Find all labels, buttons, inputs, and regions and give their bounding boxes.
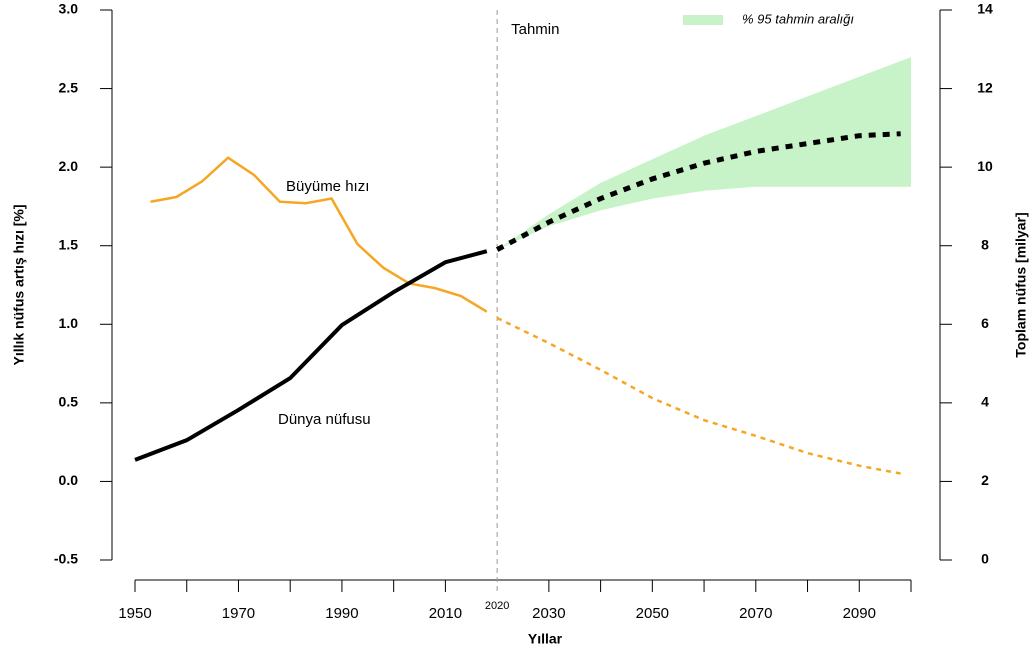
- y-tick-label: 3.0: [59, 1, 79, 17]
- y-tick-label: 1.0: [59, 315, 79, 331]
- series-line: [496, 316, 901, 475]
- forecast-label: Tahmin: [511, 21, 559, 38]
- y-tick-label: 2.5: [59, 79, 79, 95]
- annotation: Büyüme hızı: [286, 178, 369, 195]
- x-tick-label: 2070: [739, 605, 772, 622]
- y-tick-label: 2.0: [59, 158, 79, 174]
- y-tick-label: -0.5: [54, 551, 78, 567]
- y2-tick-label: 0: [981, 551, 989, 567]
- series-line: [495, 131, 901, 252]
- y-tick-label: 0.0: [59, 472, 79, 488]
- y2-tick-label: 4: [981, 394, 989, 410]
- forecast-year: 2020: [485, 600, 509, 612]
- x-axis-label: Yıllar: [528, 631, 563, 647]
- x-tick-label: 1990: [325, 605, 358, 622]
- x-tick-label: 2050: [636, 605, 669, 622]
- series-line: [150, 156, 488, 313]
- x-tick-label: 1970: [222, 605, 255, 622]
- y2-tick-label: 2: [981, 472, 989, 488]
- y2-tick-label: 10: [977, 158, 993, 174]
- y2-tick-label: 14: [977, 1, 993, 17]
- y2-tick-label: 6: [981, 315, 989, 331]
- confidence-band: [497, 57, 911, 250]
- series-line: [134, 249, 488, 462]
- x-tick-label: 2010: [429, 605, 462, 622]
- x-tick-label: 2090: [843, 605, 876, 622]
- legend-label: % 95 tahmin aralığı: [742, 11, 854, 26]
- y-tick-label: 0.5: [59, 394, 79, 410]
- y2-tick-label: 8: [981, 236, 989, 252]
- y2-axis-label: Toplam nüfus [milyar]: [1013, 212, 1029, 357]
- x-tick-label: 2030: [532, 605, 565, 622]
- x-tick-label: 1950: [118, 605, 151, 622]
- y2-tick-label: 12: [977, 79, 993, 95]
- y-tick-label: 1.5: [59, 236, 79, 252]
- annotation: Dünya nüfusu: [278, 411, 371, 428]
- legend-swatch: [683, 15, 723, 25]
- y-axis-label: Yıllık nüfus artış hızı [%]: [11, 204, 27, 365]
